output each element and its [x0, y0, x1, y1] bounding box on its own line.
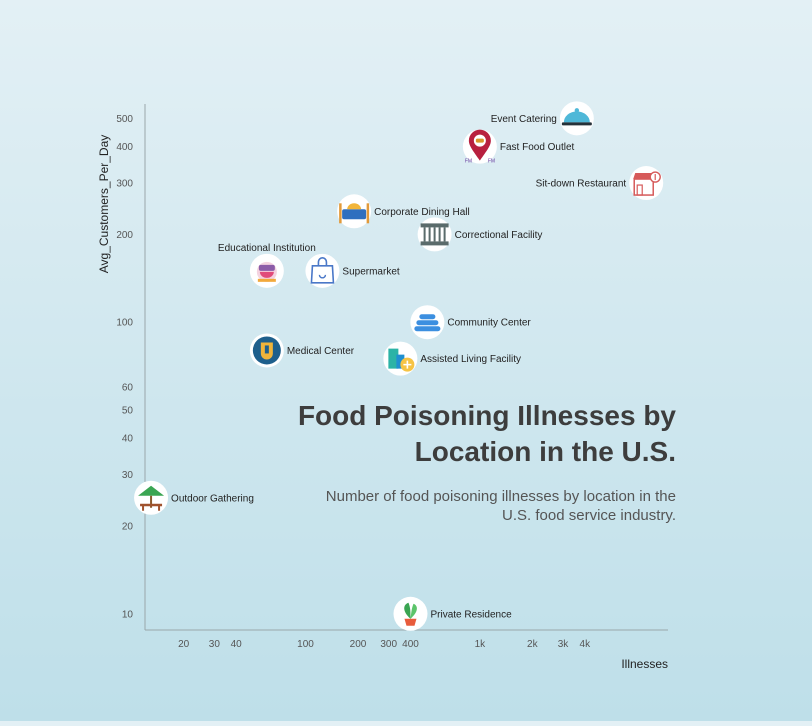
x-tick-label: 2k [527, 639, 539, 650]
chart-subtitle: Number of food poisoning illnesses by lo… [326, 488, 676, 524]
point-label: Community Center [447, 318, 531, 329]
shopping-bag-icon [310, 257, 335, 284]
medical-shield-icon [252, 336, 281, 365]
svg-text:FM: FM [488, 159, 495, 165]
data-point: Sit-down Restaurant [536, 166, 664, 201]
stacked-dishes-icon [414, 314, 441, 332]
point-label: Private Residence [430, 609, 512, 620]
chart-title: Food Poisoning Illnesses by Location in t… [298, 400, 676, 467]
point-label: Medical Center [287, 346, 355, 357]
data-point: Correctional Facility [417, 217, 543, 252]
y-tick-label: 10 [122, 609, 134, 620]
y-tick-label: 40 [122, 434, 134, 445]
dining-table-icon [339, 203, 370, 224]
x-tick-label: 300 [380, 639, 397, 650]
point-label: Corporate Dining Hall [374, 207, 470, 218]
point-label: Assisted Living Facility [420, 354, 521, 365]
y-tick-label: 500 [116, 114, 133, 125]
data-point: FM FM Fast Food Outlet [462, 129, 575, 165]
x-tick-label: 200 [350, 639, 367, 650]
point-label: Fast Food Outlet [500, 142, 575, 153]
point-marker [393, 596, 428, 631]
picnic-umbrella-icon [138, 485, 165, 511]
y-tick-label: 200 [116, 230, 133, 241]
point-label: Event Catering [491, 114, 557, 125]
point-label: Correctional Facility [455, 230, 543, 241]
y-tick-label: 20 [122, 522, 134, 533]
point-label: Supermarket [342, 266, 399, 277]
y-tick-label: 60 [122, 382, 134, 393]
y-axis-title: Avg_Customers_Per_Day [97, 135, 111, 274]
x-tick-label: 1k [475, 639, 487, 650]
data-point: Outdoor Gathering [134, 480, 254, 515]
point-label: Educational Institution [218, 243, 316, 254]
y-tick-label: 300 [116, 179, 133, 190]
svg-text:FM: FM [465, 159, 472, 165]
fast-food-pin-icon: FM FM [465, 129, 495, 165]
data-point: Educational Institution [218, 243, 316, 288]
x-tick-label: 30 [209, 639, 221, 650]
school-lunch-icon [256, 261, 277, 282]
x-axis-title: Illnesses [621, 657, 668, 671]
restaurant-storefront-icon [633, 171, 661, 196]
data-point: Corporate Dining Hall [337, 194, 470, 229]
data-point: Medical Center [249, 333, 355, 368]
x-tick-label: 100 [297, 639, 314, 650]
data-points: Event Catering FM FM Fast Food Outlet Sit-do… [134, 101, 664, 631]
home-plant-icon [404, 602, 417, 626]
data-point: Supermarket [305, 253, 400, 288]
data-point: Event Catering [491, 101, 594, 136]
point-label: Outdoor Gathering [171, 493, 254, 504]
care-building-icon [388, 348, 415, 372]
data-point: Private Residence [393, 596, 512, 631]
x-tick-label: 20 [178, 639, 190, 650]
prison-bars-icon [420, 223, 449, 246]
y-tick-label: 400 [116, 142, 133, 153]
y-tick-label: 50 [122, 405, 134, 416]
data-point: Community Center [410, 305, 531, 340]
x-tick-label: 4k [580, 639, 592, 650]
x-tick-label: 40 [231, 639, 243, 650]
point-label: Sit-down Restaurant [536, 179, 627, 190]
x-tick-label: 400 [402, 639, 419, 650]
data-point: Assisted Living Facility [383, 341, 521, 376]
x-tick-label: 3k [558, 639, 570, 650]
ticks: 20 30 40 100 200 300 400 1k 2k 3k 4k 10 20 30 40 50 60 10… [116, 114, 591, 650]
y-tick-label: 100 [116, 318, 133, 329]
y-tick-label: 30 [122, 470, 134, 481]
catering-cloche-icon [561, 108, 592, 126]
